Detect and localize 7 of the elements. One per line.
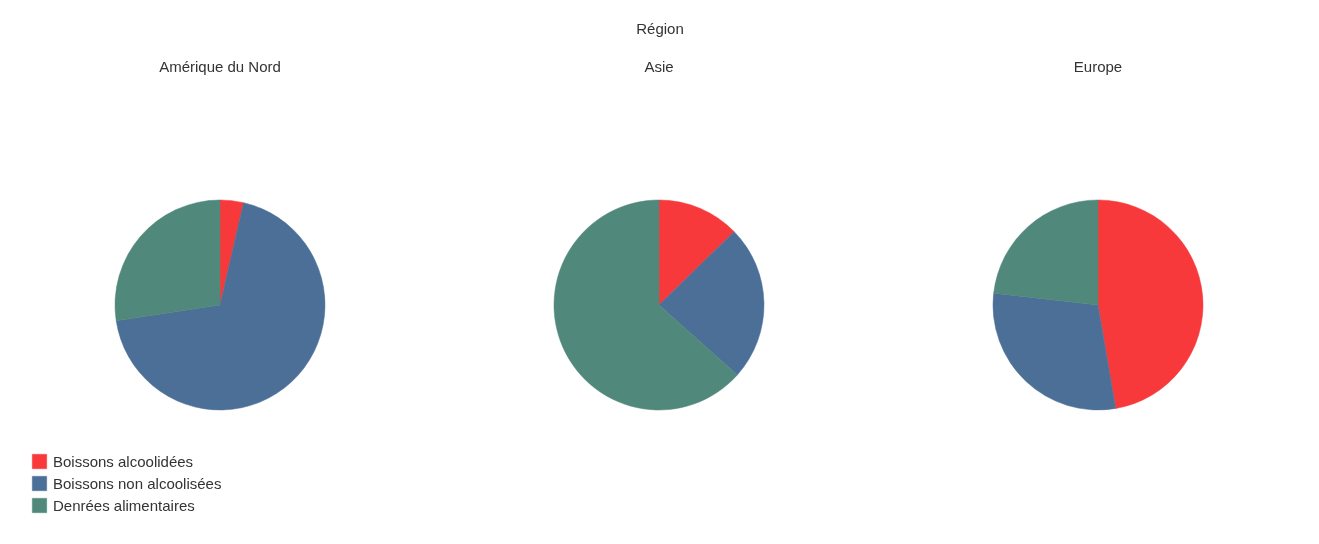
chart-title: Europe [1073,57,1123,75]
legend-label: Boissons non alcoolisées [53,474,222,492]
chart-title: Asie [644,57,674,75]
text: Région [636,19,684,37]
chart-title: Amérique du Nord [159,57,281,75]
legend-label: Denrées alimentaires [53,496,195,514]
legend-label: Boissons alcoolidées [53,452,194,470]
